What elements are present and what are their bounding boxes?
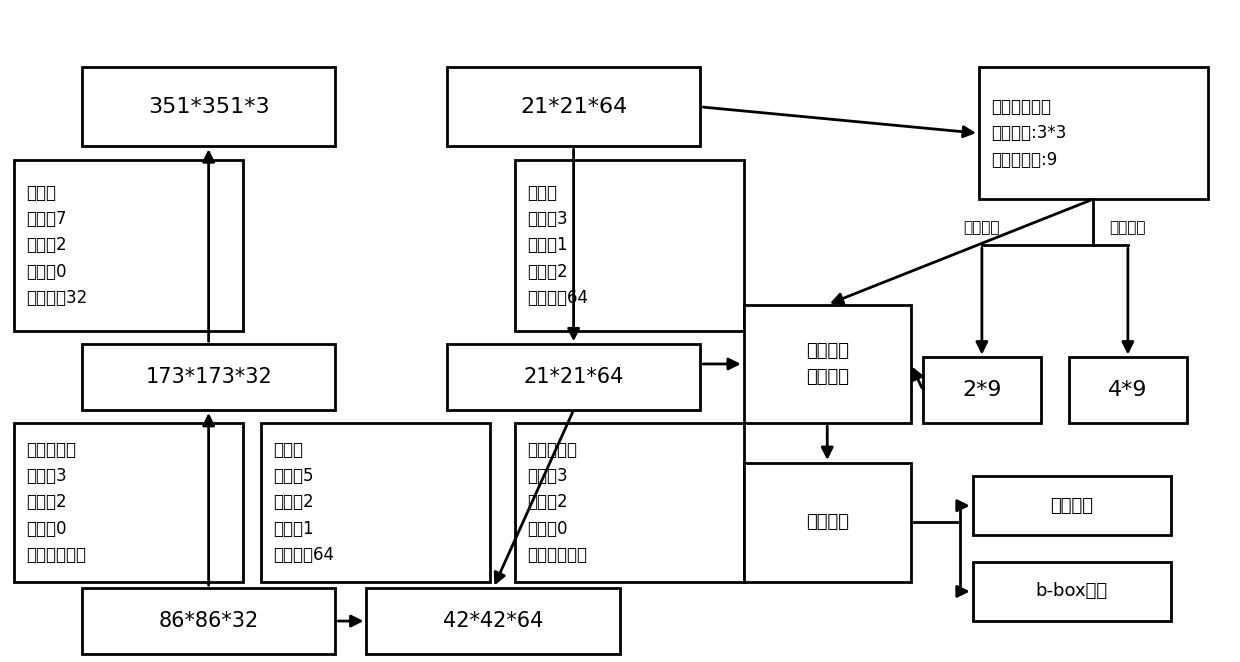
Text: 感兴趣区
域池化层: 感兴趣区 域池化层 bbox=[806, 342, 848, 386]
Text: 区域建议: 区域建议 bbox=[1110, 220, 1146, 236]
Text: 卷积层
尺寸：5
步幅：2
填充：1
通道数：64: 卷积层 尺寸：5 步幅：2 填充：1 通道数：64 bbox=[274, 441, 335, 564]
FancyBboxPatch shape bbox=[446, 344, 701, 410]
Text: 351*351*3: 351*351*3 bbox=[148, 97, 269, 117]
FancyBboxPatch shape bbox=[262, 423, 490, 581]
FancyBboxPatch shape bbox=[972, 476, 1171, 536]
Text: 2*9: 2*9 bbox=[962, 381, 1002, 401]
Text: 42*42*64: 42*42*64 bbox=[443, 611, 543, 631]
Text: 区域得分: 区域得分 bbox=[963, 220, 1001, 236]
Text: 卷积层
尺寸：3
步幅：1
填充：2
通道数：64: 卷积层 尺寸：3 步幅：1 填充：2 通道数：64 bbox=[527, 183, 588, 307]
FancyBboxPatch shape bbox=[972, 562, 1171, 621]
FancyBboxPatch shape bbox=[515, 160, 744, 331]
FancyBboxPatch shape bbox=[366, 588, 620, 654]
FancyBboxPatch shape bbox=[1069, 357, 1187, 423]
FancyBboxPatch shape bbox=[978, 68, 1208, 199]
FancyBboxPatch shape bbox=[14, 160, 243, 331]
Text: 区域生成网络
滑动窗口:3*3
建议框个数:9: 区域生成网络 滑动窗口:3*3 建议框个数:9 bbox=[991, 98, 1066, 169]
FancyBboxPatch shape bbox=[446, 68, 701, 146]
FancyBboxPatch shape bbox=[744, 305, 910, 423]
FancyBboxPatch shape bbox=[923, 357, 1040, 423]
Text: 21*21*64: 21*21*64 bbox=[520, 97, 627, 117]
Text: 分类得分: 分类得分 bbox=[1050, 496, 1094, 514]
Text: 173*173*32: 173*173*32 bbox=[145, 367, 272, 387]
FancyBboxPatch shape bbox=[14, 423, 243, 581]
Text: 卷积层
尺寸：7
步幅：2
填充：0
通道数：32: 卷积层 尺寸：7 步幅：2 填充：0 通道数：32 bbox=[26, 183, 87, 307]
Text: 全连接层: 全连接层 bbox=[806, 513, 848, 531]
FancyBboxPatch shape bbox=[515, 423, 744, 581]
FancyBboxPatch shape bbox=[82, 68, 336, 146]
Text: 4*9: 4*9 bbox=[1109, 381, 1148, 401]
Text: 21*21*64: 21*21*64 bbox=[523, 367, 624, 387]
Text: 最大池化层
尺寸：3
步幅：2
填充：0
对比度归一化: 最大池化层 尺寸：3 步幅：2 填充：0 对比度归一化 bbox=[527, 441, 588, 564]
FancyBboxPatch shape bbox=[82, 344, 336, 410]
Text: b-box回归: b-box回归 bbox=[1035, 583, 1107, 600]
Text: 最大池化层
尺寸：3
步幅：2
填充：0
对比度归一化: 最大池化层 尺寸：3 步幅：2 填充：0 对比度归一化 bbox=[26, 441, 86, 564]
Text: 86*86*32: 86*86*32 bbox=[159, 611, 259, 631]
FancyBboxPatch shape bbox=[744, 463, 910, 581]
FancyBboxPatch shape bbox=[82, 588, 336, 654]
